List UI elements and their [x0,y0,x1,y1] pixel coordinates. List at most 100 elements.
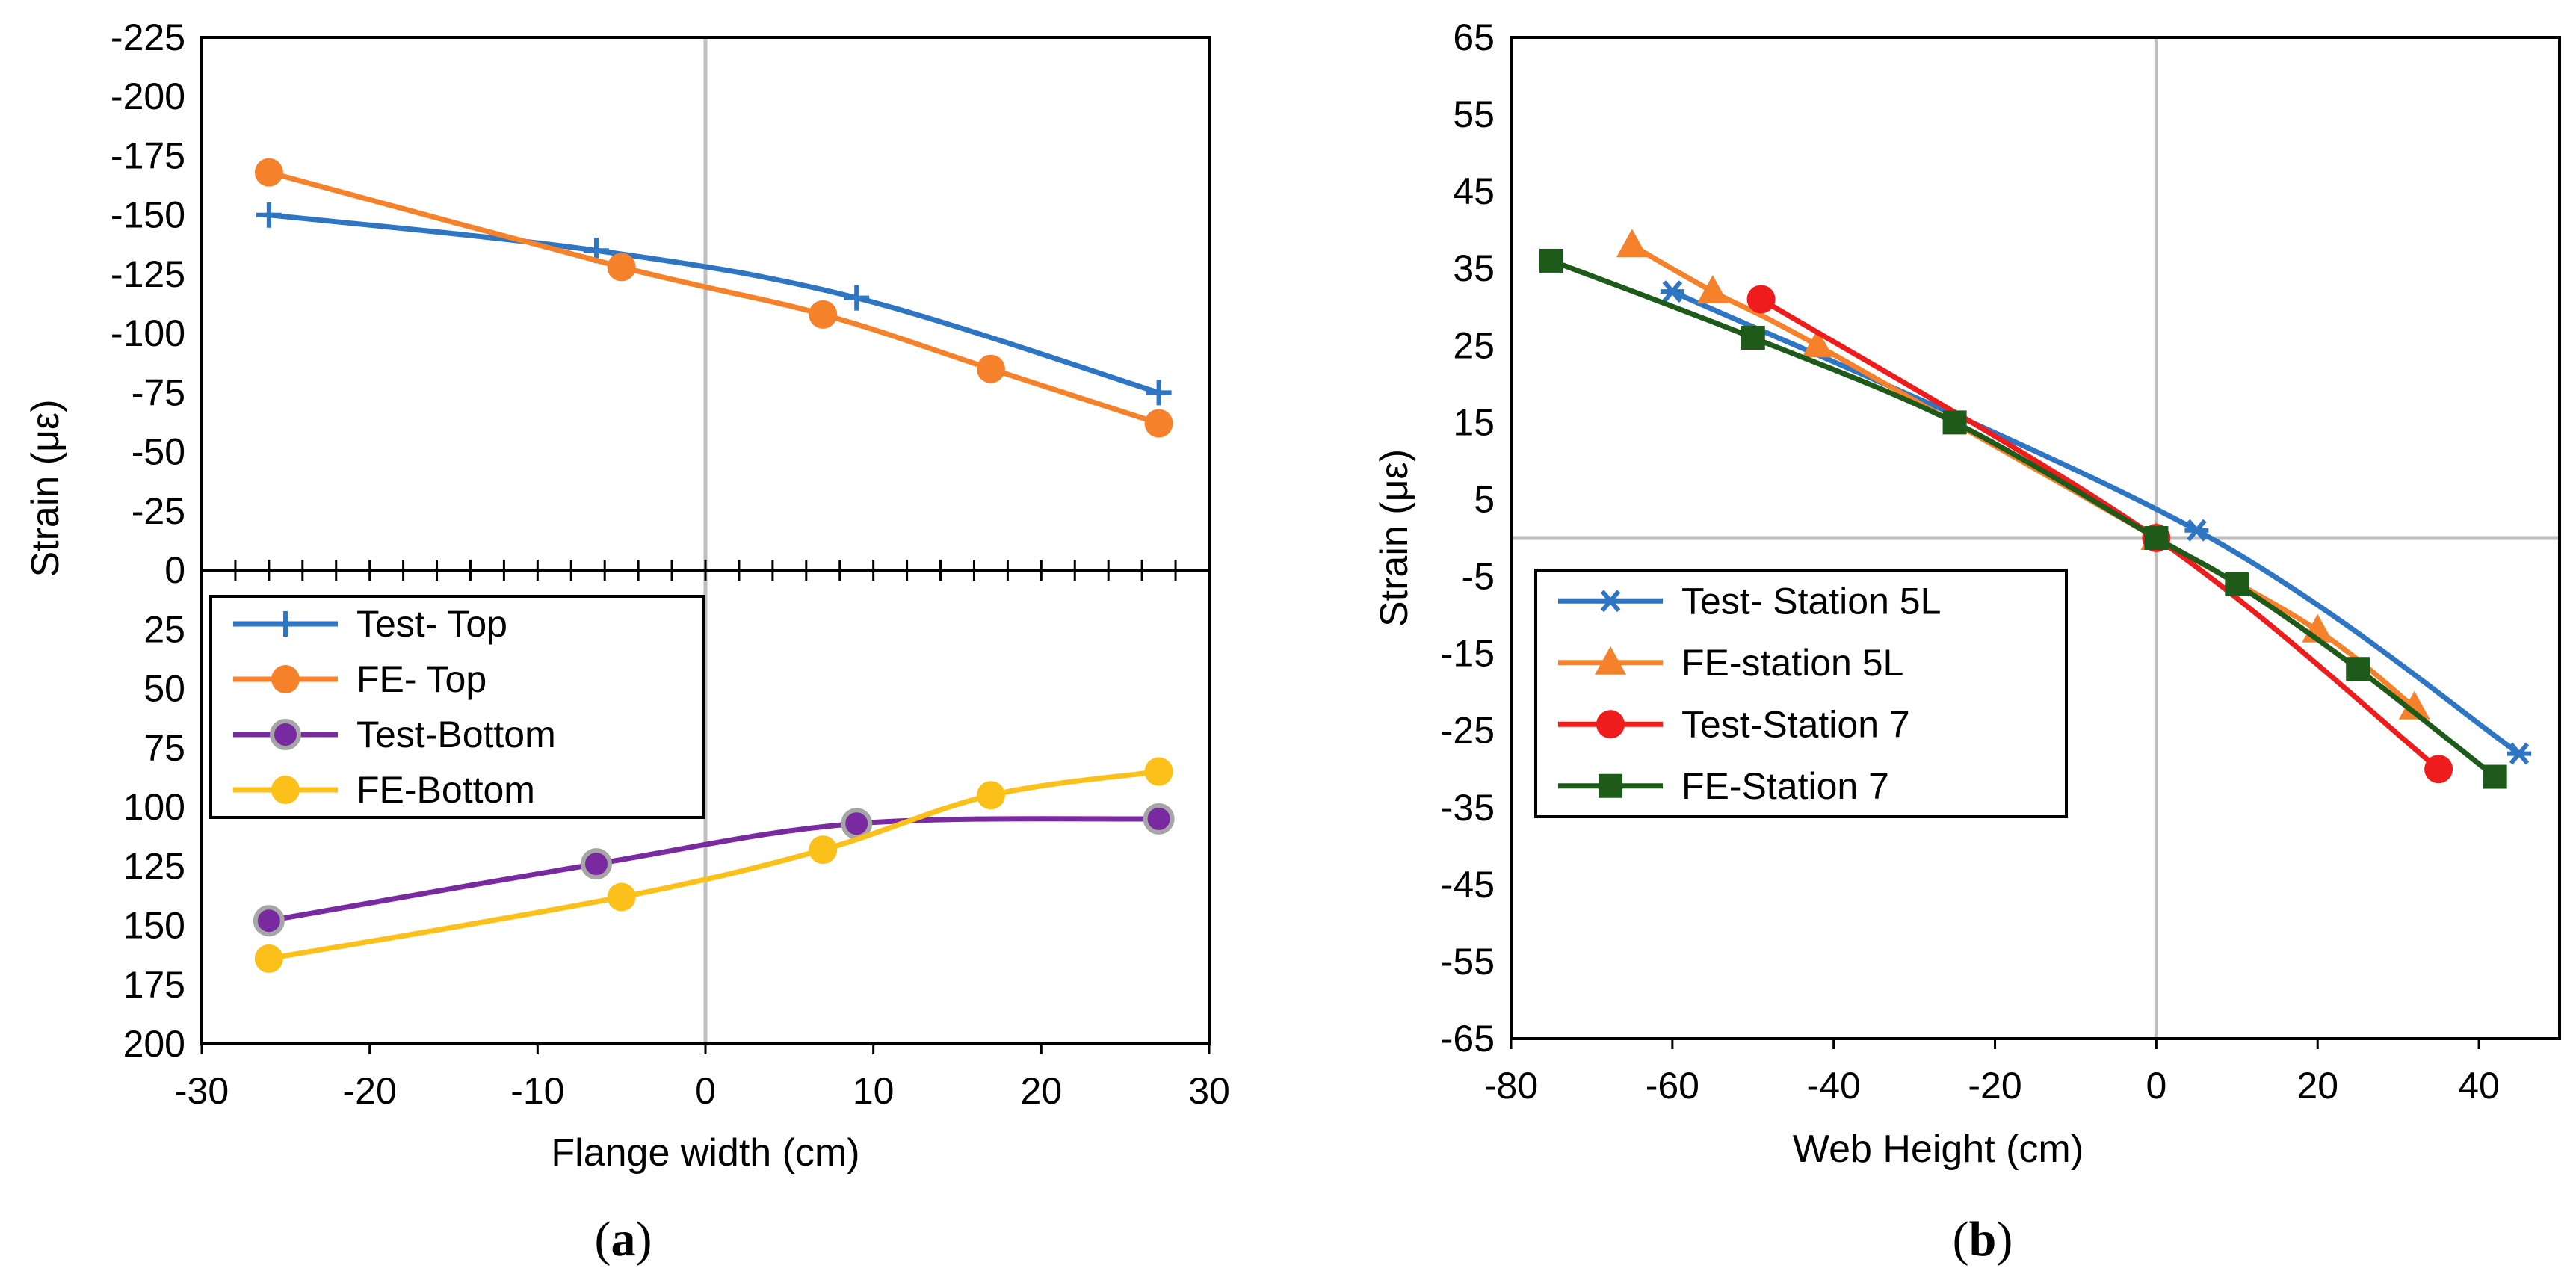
chart-a-series-test-top-marker-3 [1146,380,1172,406]
chart-b-legend: Test- Station 5L FE-station 5L Test-Statio… [1534,569,2068,818]
chart-a-y-tick-label: 25 [143,608,185,650]
chart-a-x-tick-label: 20 [1021,1070,1063,1112]
chart-a-panel-letter: a [611,1212,636,1267]
chart-b-plot-frame [1510,36,2561,1040]
chart-b-series-test-station-5l-marker-2 [2507,742,2532,765]
chart-a-y-tick-label: -225 [111,16,185,58]
chart-a-series-fe-top-marker-0 [254,158,283,187]
chart-b-series-test-station-5l-marker-0 [1660,280,1684,303]
chart-a-x-tick-label: -10 [510,1070,564,1112]
chart-a-legend-item-0-marker-0 [273,611,298,637]
chart-b-legend-item-0-marker-0 [1599,590,1622,613]
chart-b-panel-label: (b) [1953,1212,2013,1267]
chart-b-series-fe-station-5l-marker-2 [1802,329,1834,358]
chart-b-y-tick-label: -35 [1441,787,1495,829]
chart-b-x-tick-label: 20 [2297,1065,2338,1107]
chart-b-legend-item-3-label: FE-Station 7 [1681,765,1889,807]
chart-b-y-tick-label: -55 [1441,941,1495,983]
chart-a-legend-item-2-label: Test-Bottom [356,714,556,755]
chart-b-series-fe-station-5l-marker-1 [1696,275,1729,304]
chart-b-y-tick-label: 45 [1453,170,1495,212]
chart-b-x-tick-label: 0 [2146,1065,2166,1107]
chart-a-y-axis-label: Strain (με) [24,399,67,577]
chart-b-legend-item-3-marker-0 [1599,773,1622,798]
chart-a-y-tick-label: -175 [111,135,185,176]
chart-b-x-tick-label: 40 [2458,1065,2500,1107]
chart-b-series-fe-station-7-marker-2 [1942,410,1967,435]
chart-a-legend-item-0-label: Test- Top [356,603,507,645]
chart-b-x-tick-label: -60 [1646,1065,1699,1107]
chart-a-series-test-top [256,202,1172,406]
chart-b-series-fe-station-7-marker-1 [1741,326,1765,350]
chart-b-series-fe-station-7-marker-3 [2144,526,2169,550]
chart-a-y-tick-label: -200 [111,75,185,117]
chart-a-series-test-top-marker-0 [256,202,282,228]
chart-a-series-test-bottom-marker-1 [580,848,612,880]
chart-a-series-test-top-marker-2 [844,285,870,311]
chart-a-y-tick-label: 175 [123,964,185,1006]
chart-a-x-tick-label: 30 [1188,1070,1230,1112]
chart-a-series-fe-top-line [268,170,1160,426]
chart-b-legend-item-0-label: Test- Station 5L [1681,580,1941,622]
chart-a-y-tick-label: -150 [111,194,185,236]
chart-a-y-tick-label: -75 [132,371,185,413]
chart-a-y-tick-label: -25 [132,490,185,532]
chart-b-series-test-station-7-marker-2 [2424,755,2453,784]
chart-b-x-tick-label: -20 [1968,1065,2021,1107]
chart-a-legend-item-3-label: FE-Bottom [356,769,535,811]
chart-b-legend-item-1-label: FE-station 5L [1681,642,1903,684]
chart-b-y-tick-label: -65 [1441,1018,1495,1060]
chart-a-panel-label: (a) [595,1212,652,1267]
chart-b-y-tick-label: -15 [1441,633,1495,675]
chart-b-legend-box [1534,569,2068,818]
chart-b-x-tick-label: -40 [1807,1065,1861,1107]
chart-a-y-tick-label: -50 [132,431,185,473]
chart-a-y-tick-label: 75 [143,727,185,769]
chart-b-legend-item-2-marker-0 [1596,710,1625,739]
chart-b-series-fe-station-5l-marker-5 [2398,690,2430,720]
chart-a-series-test-bottom [253,803,1175,937]
chart-a-series-fe-top-marker-3 [976,354,1005,383]
chart-b-series-fe-station-7 [1539,248,2507,789]
chart-a: -30 -20 -10 0 10 20 30-225-200-175-150-125-100… [24,16,1230,1267]
chart-a-series-fe-bottom-marker-4 [1144,757,1173,786]
chart-b-series-test-station-5l [1660,280,2532,765]
chart-a-x-tick-label: -30 [175,1070,229,1112]
chart-a-legend-item-1-marker-0 [271,665,300,693]
chart-a-series-fe-top-marker-2 [809,300,838,329]
chart-a-y-tick-label: 200 [123,1023,185,1065]
chart-b-legend-item-1-marker-0 [1595,646,1626,675]
chart-b: -80 -60 -40 -20 0 20 40 65 55 45 35 25 15 5 -5 -15 -25 -3… [1373,16,2561,1267]
chart-b-y-tick-label: 5 [1474,478,1495,520]
chart-a-series-fe-bottom-line [268,769,1160,962]
chart-b-x-axis-label: Web Height (cm) [1793,1128,2084,1171]
chart-a-series-fe-bottom-marker-2 [809,835,838,865]
chart-a-x-tick-label: -20 [343,1070,397,1112]
chart-b-series-test-station-7-marker-0 [1746,285,1776,314]
chart-b-series-fe-station-7-marker-5 [2346,657,2370,681]
chart-b-series-test-station-5l-line [1671,288,2521,756]
chart-b-y-tick-label: 15 [1453,401,1495,443]
chart-a-series-test-bottom-line [268,816,1159,924]
chart-a-legend-item-3-marker-0 [271,776,300,804]
chart-a-series-fe-top-marker-1 [607,253,636,282]
chart-b-legend-item-2-label: Test-Station 7 [1681,703,1910,745]
chart-b-y-tick-label: 25 [1453,324,1495,366]
chart-a-x-tick-label: 10 [853,1070,895,1112]
chart-b-y-tick-label: 55 [1453,93,1495,135]
chart-b-y-tick-label: -45 [1441,864,1495,906]
chart-b-y-tick-label: -5 [1462,556,1495,598]
chart-b-panel-letter: b [1969,1212,1997,1267]
chart-b-series-fe-station-7-marker-0 [1539,248,1563,273]
chart-a-legend-item-2-marker-0 [270,719,301,750]
chart-b-series-fe-station-5l-marker-0 [1616,229,1648,258]
chart-a-series-test-bottom-marker-0 [253,905,285,937]
chart-a-legend-item-1-label: FE- Top [356,658,487,700]
chart-b-y-tick-label: -25 [1441,710,1495,752]
chart-a-x-tick-label: 0 [695,1070,716,1112]
chart-a-x-axis-label: Flange width (cm) [551,1131,859,1175]
chart-b-series-test-station-5l-marker-1 [2184,519,2209,542]
chart-a-series-fe-top [254,158,1173,438]
chart-a-y-tick-label: 150 [123,905,185,947]
